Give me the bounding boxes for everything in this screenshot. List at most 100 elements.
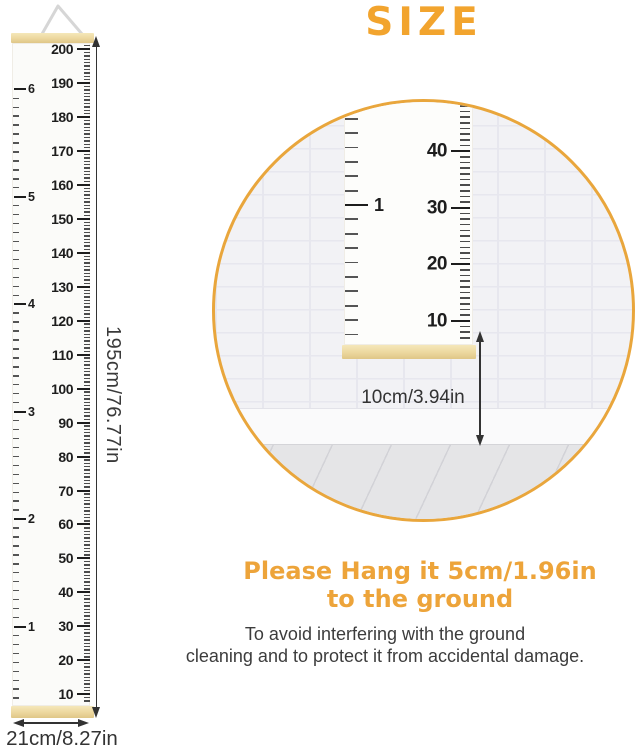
cm-minor-tick	[84, 123, 90, 125]
cm-minor-tick	[84, 550, 90, 553]
cm-minor-tick	[84, 462, 90, 465]
zoom-cm-minor-tick	[460, 223, 470, 226]
zoom-cm-minor-tick	[460, 269, 470, 271]
cm-minor-tick	[84, 241, 90, 244]
zoom-cm-minor-tick	[460, 144, 470, 147]
inch-minor-tick	[13, 697, 19, 699]
cm-minor-tick	[84, 255, 90, 257]
cm-minor-tick	[84, 438, 90, 441]
inch-minor-tick	[13, 205, 19, 207]
cm-minor-tick	[84, 289, 90, 291]
zoom-inch-minor-tick	[345, 160, 358, 163]
cm-minor-tick	[84, 350, 90, 353]
wood-bar-top	[11, 33, 94, 43]
cm-tick-label: 70	[58, 482, 73, 499]
cm-minor-tick	[84, 228, 90, 230]
growth-chart-canvas: 200 190 180 170 160 150 140 130 120 110 100 90 80 70 6…	[12, 41, 90, 706]
cm-minor-tick	[84, 476, 90, 478]
inch-minor-tick	[13, 446, 19, 449]
cm-minor-tick	[84, 391, 90, 393]
inch-minor-tick	[13, 419, 19, 422]
cm-major-tick	[77, 387, 90, 390]
cm-minor-tick	[84, 238, 90, 240]
cm-minor-tick	[84, 279, 90, 281]
cm-minor-tick	[84, 554, 90, 556]
cm-minor-tick	[84, 129, 90, 132]
cm-minor-tick	[84, 364, 90, 366]
inch-minor-tick	[13, 115, 19, 117]
zoom-cm-minor-tick	[460, 274, 470, 277]
cm-minor-tick	[84, 119, 90, 122]
damage-note-line2: cleaning and to protect it from accident…	[185, 645, 585, 666]
cm-minor-tick	[84, 516, 90, 519]
cm-minor-tick	[84, 639, 90, 641]
zoom-cm-minor-tick	[460, 155, 470, 158]
cm-minor-tick	[84, 690, 90, 692]
inch-minor-tick	[13, 679, 19, 681]
cm-minor-tick	[84, 106, 90, 108]
cm-minor-tick	[84, 282, 90, 285]
inch-minor-tick	[13, 616, 19, 619]
cm-major-tick	[77, 523, 90, 526]
cm-minor-tick	[84, 449, 90, 451]
zoom-cm-minor-tick	[460, 308, 470, 311]
inch-minor-tick	[13, 330, 19, 332]
zoom-cm-minor-tick	[460, 291, 470, 294]
cm-minor-tick	[84, 683, 90, 685]
zoom-inch-minor-tick	[345, 276, 358, 278]
cm-minor-tick	[84, 483, 90, 485]
cm-minor-tick	[84, 303, 90, 305]
cm-minor-tick	[84, 666, 90, 668]
cm-minor-tick	[84, 337, 90, 339]
inch-minor-tick	[13, 473, 19, 475]
inch-minor-tick	[13, 634, 19, 637]
width-arrow-line	[22, 722, 78, 724]
inch-minor-tick	[13, 401, 19, 404]
page-title: SIZE	[365, 0, 483, 45]
cm-minor-tick	[84, 520, 90, 522]
cm-minor-tick	[84, 513, 90, 515]
height-arrow-head-top	[92, 36, 100, 47]
cm-minor-tick	[84, 533, 90, 536]
cm-major-tick	[77, 150, 90, 153]
cm-minor-tick	[84, 370, 90, 373]
cm-minor-tick	[84, 510, 90, 512]
cm-minor-tick	[84, 537, 90, 539]
cm-tick-label: 180	[51, 109, 73, 126]
cm-minor-tick	[84, 544, 90, 546]
cm-minor-tick	[84, 632, 90, 634]
cm-minor-tick	[84, 571, 90, 573]
zoom-cm-minor-tick	[460, 325, 470, 328]
cm-major-tick	[77, 591, 90, 594]
cm-minor-tick	[84, 136, 90, 139]
cm-minor-tick	[84, 459, 90, 461]
cm-minor-tick	[84, 248, 90, 251]
cm-minor-tick	[84, 408, 90, 410]
cm-minor-tick	[84, 146, 90, 149]
cm-tick-label: 200	[51, 41, 73, 58]
cm-minor-tick	[84, 269, 90, 271]
cm-minor-tick	[84, 187, 90, 190]
height-arrow-line	[95, 44, 98, 708]
cm-minor-tick	[84, 398, 90, 400]
zoom-cm-major-tick	[451, 263, 470, 266]
damage-note-line1: To avoid interfering with the ground	[244, 624, 526, 644]
cm-minor-tick	[84, 174, 90, 176]
zoom-cm-minor-tick	[460, 195, 470, 198]
zoom-cm-tick-label: 20	[426, 253, 448, 275]
zoom-cm-minor-tick	[460, 229, 470, 232]
inch-minor-tick	[13, 97, 19, 99]
inch-minor-tick	[13, 339, 19, 341]
cm-minor-tick	[84, 96, 90, 98]
cm-minor-tick	[84, 157, 90, 159]
cm-minor-tick	[84, 177, 90, 179]
cm-minor-tick	[84, 333, 90, 336]
cm-minor-tick	[84, 567, 90, 570]
cm-minor-tick	[84, 622, 90, 624]
cm-minor-tick	[84, 428, 90, 431]
cm-minor-tick	[84, 68, 90, 71]
zoom-chart-canvas	[344, 102, 473, 345]
cm-tick-label: 40	[58, 584, 73, 601]
cm-major-tick	[77, 557, 90, 560]
cm-minor-tick	[84, 85, 90, 88]
